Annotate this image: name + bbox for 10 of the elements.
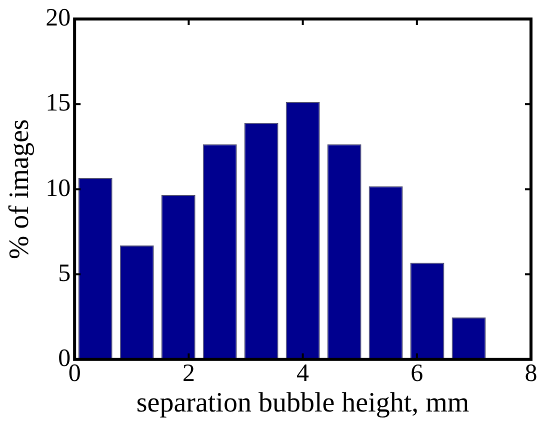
- y-axis-title: % of images: [4, 119, 36, 260]
- x-axis-title: separation bubble height, mm: [136, 388, 470, 419]
- x-tick-label: 8: [524, 360, 538, 387]
- x-tick-label: 4: [296, 360, 310, 387]
- y-tick-label: 5: [58, 260, 71, 287]
- y-tick-label: 15: [46, 90, 71, 117]
- x-tick-label: 6: [410, 360, 424, 387]
- y-tick-label: 20: [46, 4, 71, 32]
- x-tick-label: 2: [182, 360, 195, 387]
- y-tick-label: 10: [46, 174, 71, 202]
